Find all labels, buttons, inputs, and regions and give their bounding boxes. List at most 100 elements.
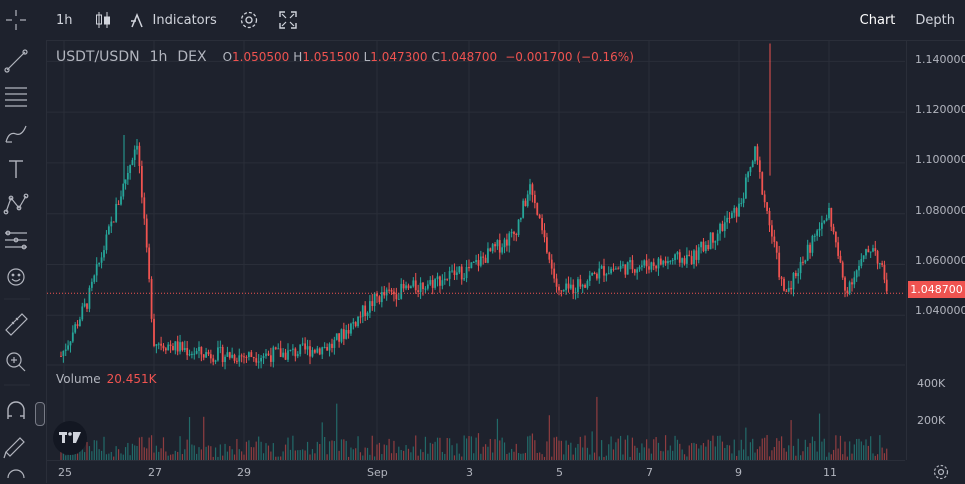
magnet-icon[interactable] [7, 401, 25, 419]
tab-chart[interactable]: Chart [859, 12, 896, 28]
candle-body [479, 256, 482, 266]
tab-depth[interactable]: Depth [915, 12, 955, 28]
volume-bar [865, 439, 867, 460]
volume-bar [856, 438, 858, 460]
trend-line-icon[interactable] [4, 49, 28, 73]
candle-body [522, 200, 525, 218]
candle-body [145, 218, 148, 248]
brush-icon[interactable] [5, 125, 27, 143]
volume-bar [700, 445, 702, 460]
indicators-button[interactable]: Indicators [129, 0, 217, 40]
candle-body [439, 276, 441, 286]
volume-bar [272, 443, 274, 460]
candle-body [636, 269, 639, 273]
time-axis[interactable]: 25 27 29 Sep 3 5 7 9 11 [47, 460, 905, 484]
candle-body [179, 342, 181, 352]
candle-body [282, 352, 285, 357]
volume-bar [331, 440, 333, 460]
volume-bar [771, 450, 773, 460]
volume-bar [336, 403, 338, 460]
candle-body [126, 172, 129, 180]
candle-body [451, 270, 453, 272]
candle-body [489, 248, 492, 252]
volume-bar [756, 449, 759, 460]
volume-value: 20.451K [106, 372, 157, 386]
candle-body [501, 247, 504, 253]
candle-body [683, 258, 686, 264]
volume-bar [287, 437, 289, 460]
candle-body [783, 278, 785, 291]
volume-bar [511, 448, 513, 460]
volume-bar [879, 435, 881, 460]
volume-bar [376, 444, 378, 460]
candle-body [267, 353, 270, 356]
candle-body [536, 203, 539, 215]
volume-bar [309, 454, 311, 460]
volume-bar [572, 454, 574, 460]
volume-bar [359, 452, 362, 460]
volume-bar [773, 446, 775, 460]
ruler-icon[interactable] [5, 313, 28, 336]
trash-icon[interactable] [7, 469, 25, 479]
emoji-icon[interactable] [7, 268, 25, 286]
candle-body [848, 282, 851, 294]
volume-bar [832, 449, 835, 460]
volume-bar [473, 453, 475, 460]
volume-bar [444, 453, 446, 460]
candle-body [385, 289, 388, 296]
candle-body [869, 251, 872, 253]
candle-body [407, 285, 410, 289]
prediction-icon[interactable] [5, 230, 27, 250]
candle-body [342, 329, 345, 339]
volume-bar [169, 454, 172, 460]
volume-bar [357, 436, 359, 460]
volume-bar [749, 442, 752, 460]
volume-bar [167, 455, 169, 460]
volume-bar [679, 443, 681, 460]
volume-bar [802, 451, 804, 460]
candle-body [424, 288, 427, 290]
volume-bar [707, 439, 709, 460]
volume-bar [851, 453, 853, 460]
volume-bar [248, 440, 250, 460]
candle-body [257, 361, 260, 363]
gear-icon[interactable] [932, 463, 950, 481]
volume-bar [383, 444, 385, 460]
chart-type-button[interactable] [95, 0, 111, 40]
volume-bar [503, 442, 506, 460]
candle-body [834, 231, 837, 243]
lock-drawing-icon[interactable] [3, 437, 25, 459]
gear-icon [240, 11, 257, 29]
candle-body [359, 316, 362, 318]
volume-bar [733, 439, 735, 460]
price-chart[interactable] [47, 41, 905, 460]
candle-body [533, 194, 536, 204]
text-icon[interactable] [9, 160, 23, 178]
candle-body [662, 260, 665, 265]
zoom-in-icon[interactable] [6, 352, 26, 372]
volume-bar [683, 454, 686, 460]
toolbar-collapse-handle[interactable] [35, 402, 45, 426]
candle-body [804, 260, 807, 263]
candle-body [726, 217, 729, 223]
candle-body [806, 244, 809, 261]
volume-bar [622, 454, 624, 460]
chart-settings-button[interactable] [239, 0, 259, 40]
volume-bar [93, 440, 95, 460]
candle-body [138, 145, 141, 166]
volume-bar [415, 435, 417, 460]
candle-body [841, 262, 844, 278]
pattern-icon[interactable] [3, 193, 29, 215]
interval-button[interactable]: 1h [56, 0, 73, 40]
fullscreen-button[interactable] [279, 0, 297, 40]
volume-bar [776, 438, 778, 460]
price-axis[interactable]: 1.140000 1.120000 1.100000 1.080000 1.06… [906, 41, 965, 460]
horizontal-lines-icon[interactable] [5, 87, 27, 107]
candle-body [723, 222, 726, 232]
volume-bar [780, 436, 783, 460]
tradingview-logo[interactable] [53, 421, 87, 455]
crosshair-icon[interactable] [6, 10, 26, 30]
volume-bar [127, 442, 129, 460]
candle-body [120, 196, 122, 205]
candle-body [269, 355, 272, 362]
